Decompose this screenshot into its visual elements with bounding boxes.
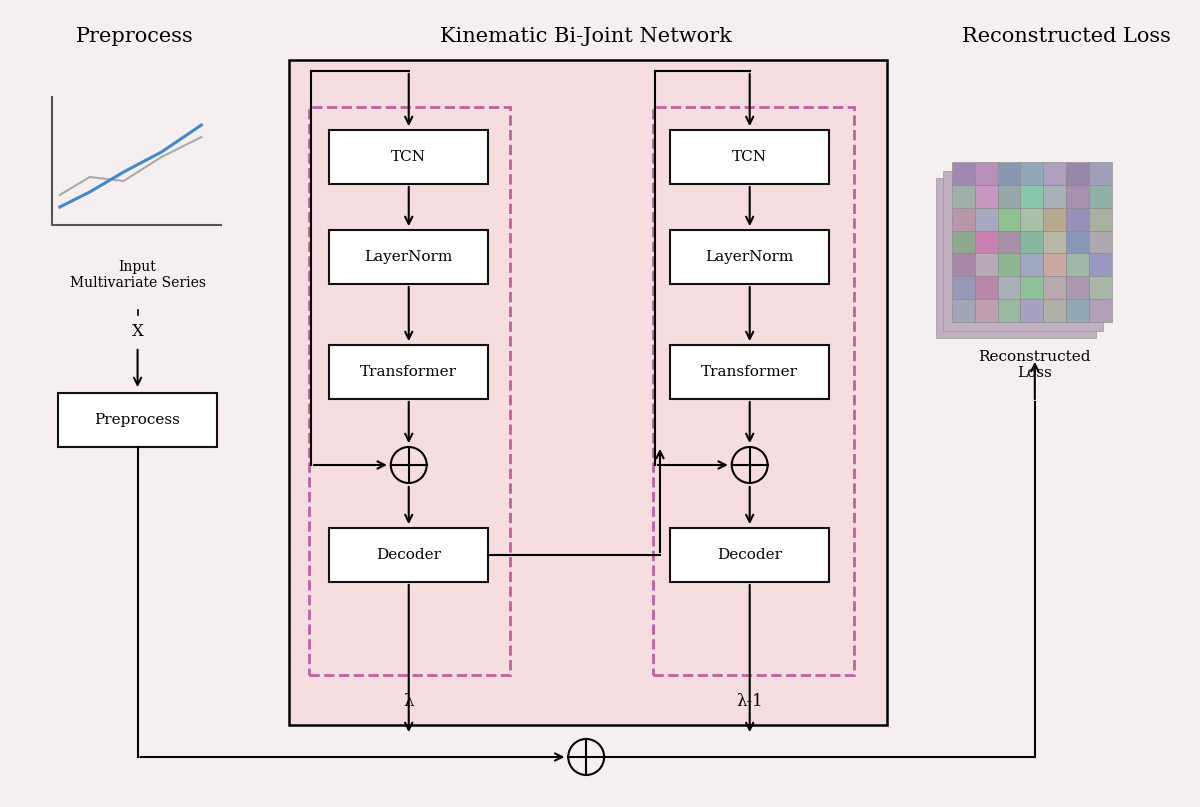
Bar xyxy=(1020,162,1043,185)
FancyBboxPatch shape xyxy=(670,528,829,582)
FancyBboxPatch shape xyxy=(670,130,829,184)
Bar xyxy=(1088,185,1111,207)
Bar xyxy=(1020,299,1043,322)
Bar xyxy=(997,253,1020,276)
Bar xyxy=(974,231,997,253)
Bar xyxy=(952,231,974,253)
Bar xyxy=(936,178,1096,338)
Bar xyxy=(997,207,1020,231)
Bar xyxy=(1088,162,1111,185)
Text: Transformer: Transformer xyxy=(701,365,798,379)
Bar xyxy=(997,276,1020,299)
Text: Transformer: Transformer xyxy=(360,365,457,379)
Bar xyxy=(289,60,887,725)
Bar xyxy=(1066,231,1088,253)
Bar xyxy=(952,162,974,185)
Bar xyxy=(1066,253,1088,276)
Text: Reconstructed Loss: Reconstructed Loss xyxy=(962,27,1171,47)
Bar xyxy=(1088,299,1111,322)
Text: λ-1: λ-1 xyxy=(737,693,763,710)
FancyBboxPatch shape xyxy=(329,345,488,399)
Bar xyxy=(1088,276,1111,299)
Bar xyxy=(1043,185,1066,207)
Bar xyxy=(1088,231,1111,253)
Bar xyxy=(974,162,997,185)
FancyBboxPatch shape xyxy=(329,230,488,284)
Bar xyxy=(1088,253,1111,276)
Bar xyxy=(1088,207,1111,231)
Bar xyxy=(974,207,997,231)
Bar xyxy=(1020,231,1043,253)
Bar xyxy=(997,231,1020,253)
Text: Reconstructed
Loss: Reconstructed Loss xyxy=(978,350,1091,380)
Text: TCN: TCN xyxy=(391,150,426,164)
Bar xyxy=(997,185,1020,207)
Text: Preprocess: Preprocess xyxy=(95,413,180,427)
FancyBboxPatch shape xyxy=(670,230,829,284)
Bar xyxy=(1043,276,1066,299)
Bar xyxy=(1043,231,1066,253)
FancyBboxPatch shape xyxy=(58,393,217,447)
Bar xyxy=(1020,253,1043,276)
Bar xyxy=(997,162,1020,185)
Bar xyxy=(1066,299,1088,322)
Bar xyxy=(952,207,974,231)
Bar xyxy=(1066,207,1088,231)
Bar xyxy=(952,276,974,299)
Text: Preprocess: Preprocess xyxy=(76,27,193,47)
Text: λ: λ xyxy=(403,693,414,710)
Bar xyxy=(952,185,974,207)
FancyBboxPatch shape xyxy=(329,528,488,582)
FancyBboxPatch shape xyxy=(670,345,829,399)
Bar xyxy=(1020,207,1043,231)
Text: LayerNorm: LayerNorm xyxy=(365,250,452,264)
Bar xyxy=(1066,185,1088,207)
Text: Kinematic Bi-Joint Network: Kinematic Bi-Joint Network xyxy=(440,27,732,47)
Bar xyxy=(974,253,997,276)
Bar xyxy=(1020,276,1043,299)
Bar xyxy=(1066,276,1088,299)
Bar xyxy=(1043,253,1066,276)
Bar xyxy=(997,299,1020,322)
Bar xyxy=(974,276,997,299)
Text: Input
Multivariate Series: Input Multivariate Series xyxy=(70,260,205,290)
Bar xyxy=(1043,162,1066,185)
Bar xyxy=(952,253,974,276)
Text: Decoder: Decoder xyxy=(718,548,782,562)
FancyBboxPatch shape xyxy=(329,130,488,184)
Text: LayerNorm: LayerNorm xyxy=(706,250,794,264)
Bar xyxy=(310,107,510,675)
Text: Decoder: Decoder xyxy=(377,548,442,562)
Bar xyxy=(1020,185,1043,207)
Text: X: X xyxy=(132,324,144,341)
Bar xyxy=(1043,207,1066,231)
Bar xyxy=(653,107,854,675)
Bar xyxy=(952,299,974,322)
Text: TCN: TCN xyxy=(732,150,767,164)
Bar xyxy=(943,171,1103,331)
Bar xyxy=(1043,299,1066,322)
Bar xyxy=(1066,162,1088,185)
Bar xyxy=(974,299,997,322)
Bar xyxy=(974,185,997,207)
Bar xyxy=(289,60,887,725)
